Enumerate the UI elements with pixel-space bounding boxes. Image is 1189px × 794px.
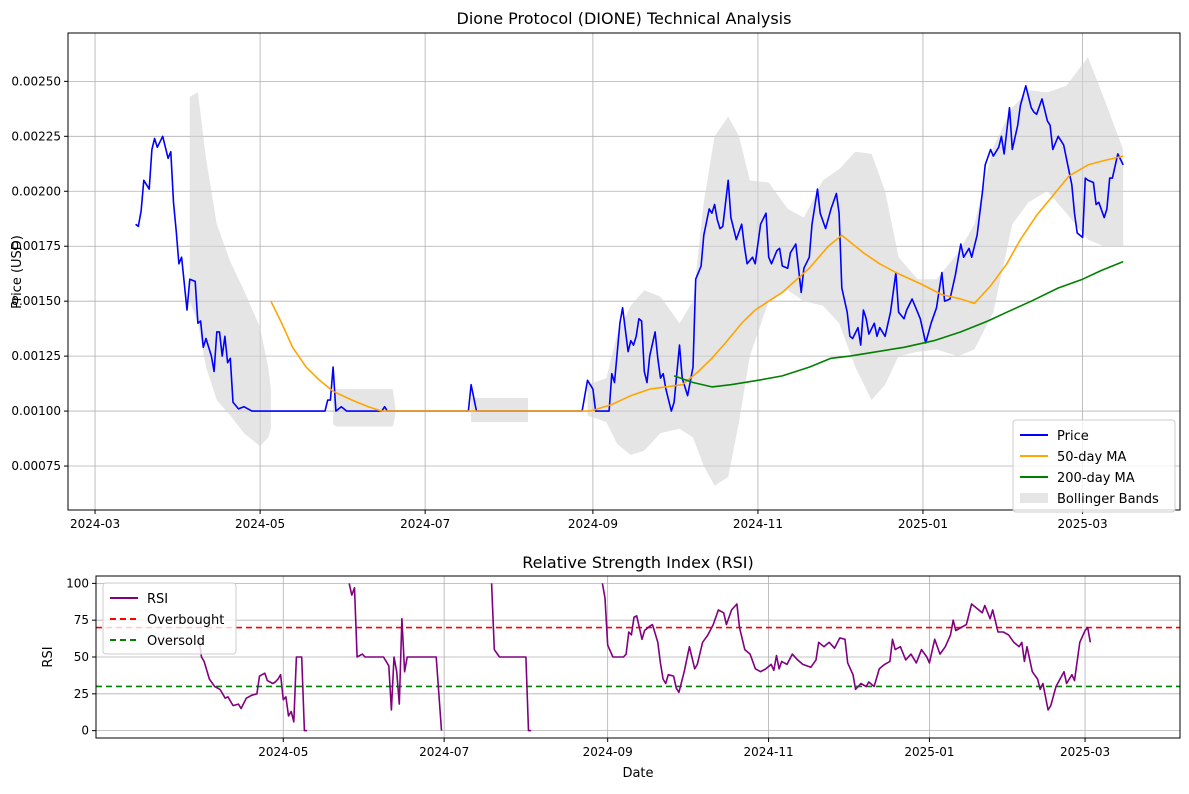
x-tick-label: 2025-01	[904, 745, 954, 759]
legend-entry: 200-day MA	[1057, 471, 1135, 486]
rsi-x-axis-label: Date	[622, 766, 653, 781]
x-tick-label: 2024-09	[568, 517, 618, 531]
legend	[1012, 419, 1176, 513]
y-tick-label: 50	[74, 650, 89, 664]
y-tick-label: 0.00100	[11, 404, 61, 418]
y-tick-label: 0.00075	[11, 459, 61, 473]
y-tick-label: 0.00125	[11, 349, 61, 363]
axes-frame	[67, 32, 1181, 511]
x-tick-label: 2025-03	[1058, 517, 1108, 531]
y-tick-label: 100	[66, 576, 89, 590]
rsi-line	[601, 583, 1092, 711]
legend-entry: RSI	[147, 592, 168, 607]
x-tick-label: 2024-03	[70, 517, 120, 531]
rsi-chart: 2024-05 2024-07 2024-09 2024-11 2025-01 2025-…	[66, 575, 1181, 759]
x-tick-label: 2024-11	[743, 745, 793, 759]
rsi-y-axis-label: RSI	[41, 646, 56, 667]
y-tick-label: 0.00175	[11, 239, 61, 253]
legend-entry: 50-day MA	[1057, 450, 1126, 465]
legend-entry: Overbought	[147, 613, 224, 628]
ma50-line	[270, 155, 1124, 412]
y-tick-label: 25	[74, 687, 89, 701]
rsi-line	[198, 639, 307, 732]
y-tick-label: 0.00200	[11, 184, 61, 198]
legend-entry: Price	[1057, 429, 1089, 444]
rsi-line	[348, 583, 443, 731]
bollinger-band	[587, 57, 1124, 486]
legend-swatch	[1020, 493, 1048, 503]
price-chart-title: Dione Protocol (DIONE) Technical Analysi…	[457, 9, 792, 28]
x-tick-label: 2025-03	[1060, 745, 1110, 759]
bollinger-band	[189, 92, 271, 447]
y-tick-label: 0.00250	[11, 74, 61, 88]
y-tick-label: 75	[74, 613, 89, 627]
rsi-chart-title: Relative Strength Index (RSI)	[522, 553, 754, 572]
rsi-line	[490, 583, 532, 732]
x-tick-label: 2025-01	[898, 517, 948, 531]
legend-entry: Oversold	[147, 634, 205, 649]
price-line	[135, 85, 1124, 412]
x-tick-label: 2024-09	[583, 745, 633, 759]
x-tick-label: 2024-05	[235, 517, 285, 531]
price-chart: 2024-03 2024-05 2024-07 2024-09 2024-11 2025-…	[11, 32, 1181, 531]
x-tick-label: 2024-07	[400, 517, 450, 531]
ma200-line	[673, 260, 1124, 388]
legend-entry: Bollinger Bands	[1057, 492, 1159, 507]
axes-frame	[95, 575, 1181, 739]
x-tick-label: 2024-07	[419, 745, 469, 759]
y-tick-label: 0	[81, 724, 89, 738]
legend	[102, 582, 237, 655]
y-tick-label: 0.00150	[11, 294, 61, 308]
x-tick-label: 2024-05	[258, 745, 308, 759]
bollinger-band	[471, 397, 528, 423]
y-tick-label: 0.00225	[11, 129, 61, 143]
x-tick-label: 2024-11	[733, 517, 783, 531]
price-y-axis-label: Price (USD)	[10, 235, 25, 309]
